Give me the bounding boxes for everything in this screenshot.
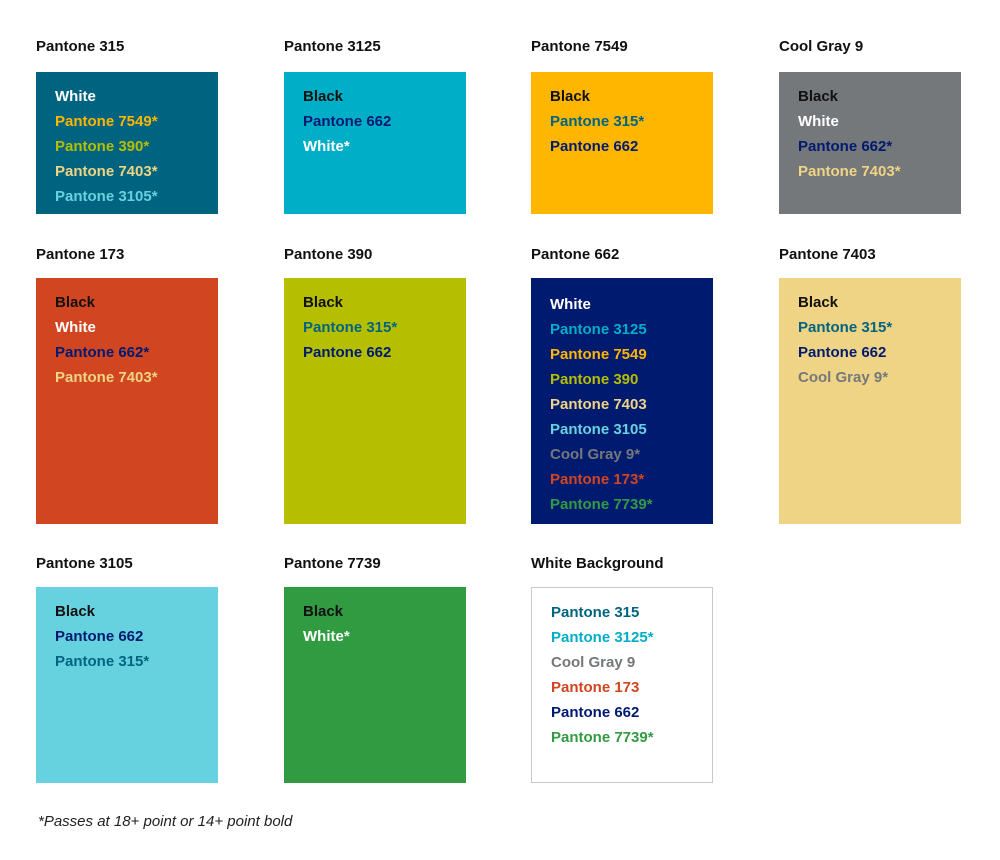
swatch-pantone-3125: Black Pantone 662 White* [284,72,466,214]
swatch-text-pantone-315: Pantone 315* [303,319,398,336]
swatch-title-pantone-7739: Pantone 7739 [284,555,381,572]
swatch-text-pantone-7403: Pantone 7403* [55,369,158,386]
swatch-text-pantone-3105: Pantone 3105* [55,188,158,205]
swatch-text-pantone-315: Pantone 315* [55,653,150,670]
swatch-text-pantone-7739: Pantone 7739* [550,496,653,513]
swatch-pantone-7549: Black Pantone 315* Pantone 662 [531,72,713,214]
swatch-title-pantone-7403: Pantone 7403 [779,246,876,263]
swatch-text-pantone-315: Pantone 315 [551,604,640,621]
swatch-white-background: Pantone 315 Pantone 3125* Cool Gray 9 Panto… [531,587,713,783]
swatch-text-pantone-173: Pantone 173 [551,679,640,696]
swatch-text-white: White* [303,628,350,645]
swatch-text-pantone-173: Pantone 173* [550,471,645,488]
swatch-text-black: Black [303,603,344,620]
swatch-text-white: White [55,319,96,336]
swatch-text-black: Black [55,603,96,620]
swatch-text-pantone-315: Pantone 315* [550,113,645,130]
swatch-text-pantone-7403: Pantone 7403 [550,396,647,413]
swatch-text-black: Black [550,88,591,105]
swatch-text-pantone-390: Pantone 390* [55,138,150,155]
swatch-text-pantone-662: Pantone 662 [551,704,640,721]
swatch-title-pantone-390: Pantone 390 [284,246,373,263]
swatch-text-pantone-7549: Pantone 7549 [550,346,647,363]
swatch-text-white: White [55,88,96,105]
swatch-pantone-7403: Black Pantone 315* Pantone 662 Cool Gray 9* [779,278,961,524]
footnote: *Passes at 18+ point or 14+ point bold [38,813,293,830]
swatch-text-pantone-7403: Pantone 7403* [798,163,901,180]
swatch-title-pantone-3105: Pantone 3105 [36,555,133,572]
swatch-text-black: Black [798,294,839,311]
swatch-title-pantone-7549: Pantone 7549 [531,38,628,55]
swatch-title-pantone-173: Pantone 173 [36,246,125,263]
swatch-text-pantone-7549: Pantone 7549* [55,113,158,130]
swatch-text-cool-gray-9: Cool Gray 9* [798,369,889,386]
swatch-text-pantone-662: Pantone 662 [550,138,639,155]
swatch-text-pantone-315: Pantone 315* [798,319,893,336]
swatch-pantone-662: White Pantone 3125 Pantone 7549 Pantone 390… [531,278,713,524]
swatch-pantone-390: Black Pantone 315* Pantone 662 [284,278,466,524]
swatch-text-pantone-7403: Pantone 7403* [55,163,158,180]
swatch-text-pantone-662: Pantone 662 [303,344,392,361]
swatch-title-white-background: White Background [531,555,664,572]
swatch-pantone-315: White Pantone 7549* Pantone 390* Pantone 74… [36,72,218,214]
swatch-text-pantone-7739: Pantone 7739* [551,729,654,746]
swatch-text-pantone-390: Pantone 390 [550,371,639,388]
swatch-text-pantone-662: Pantone 662* [798,138,893,155]
swatch-text-white: White [550,296,591,313]
swatch-text-white: White [798,113,839,130]
swatch-pantone-173: Black White Pantone 662* Pantone 7403* [36,278,218,524]
swatch-text-white: White* [303,138,350,155]
swatch-text-black: Black [303,294,344,311]
swatch-cool-gray-9: Black White Pantone 662* Pantone 7403* [779,72,961,214]
swatch-text-pantone-662: Pantone 662 [303,113,392,130]
swatch-text-black: Black [303,88,344,105]
swatch-text-pantone-3105: Pantone 3105 [550,421,647,438]
swatch-text-pantone-662: Pantone 662* [55,344,150,361]
swatch-text-pantone-3125: Pantone 3125* [551,629,654,646]
swatch-text-pantone-662: Pantone 662 [798,344,887,361]
swatch-title-cool-gray-9: Cool Gray 9 [779,38,864,55]
swatch-pantone-7739: Black White* [284,587,466,783]
swatch-text-cool-gray-9: Cool Gray 9* [550,446,641,463]
swatch-text-black: Black [55,294,96,311]
swatch-title-pantone-662: Pantone 662 [531,246,620,263]
swatch-title-pantone-315: Pantone 315 [36,38,125,55]
swatch-title-pantone-3125: Pantone 3125 [284,38,381,55]
swatch-text-black: Black [798,88,839,105]
swatch-text-pantone-3125: Pantone 3125 [550,321,647,338]
swatch-text-cool-gray-9: Cool Gray 9 [551,654,636,671]
swatch-text-pantone-662: Pantone 662 [55,628,144,645]
swatch-pantone-3105: Black Pantone 662 Pantone 315* [36,587,218,783]
